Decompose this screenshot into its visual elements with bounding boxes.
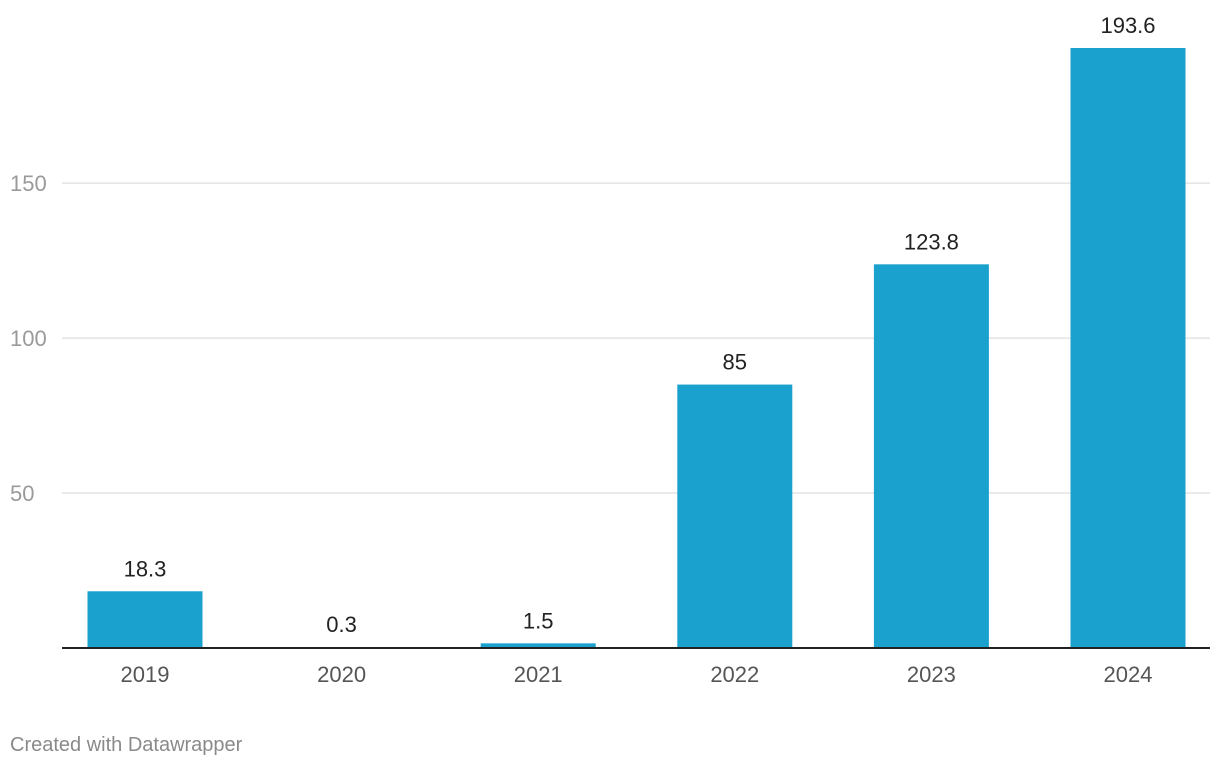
x-tick-label: 2021 xyxy=(514,662,563,687)
value-labels: 18.3 0.3 1.5 85 123.8 193.6 xyxy=(124,13,1156,637)
value-label: 85 xyxy=(723,350,747,375)
bar xyxy=(87,591,203,648)
x-tick-label: 2024 xyxy=(1104,662,1153,687)
bar xyxy=(480,643,596,648)
bar-chart: 50 100 150 18.3 0.3 1.5 85 123.8 193.6 2019 2020… xyxy=(10,13,1210,687)
value-label: 193.6 xyxy=(1100,13,1155,38)
x-tick-label: 2023 xyxy=(907,662,956,687)
value-label: 18.3 xyxy=(124,556,167,581)
y-tick-label: 150 xyxy=(10,171,47,196)
bar xyxy=(873,264,989,648)
bar xyxy=(1070,48,1186,648)
value-label: 123.8 xyxy=(904,229,959,254)
value-label: 1.5 xyxy=(523,608,554,633)
y-tick-label: 50 xyxy=(10,481,34,506)
bars xyxy=(87,48,1186,648)
x-tick-label: 2022 xyxy=(710,662,759,687)
y-tick-label: 100 xyxy=(10,326,47,351)
bar xyxy=(677,384,793,648)
value-label: 0.3 xyxy=(326,612,357,637)
gridlines: 50 100 150 xyxy=(10,171,1210,506)
x-tick-label: 2020 xyxy=(317,662,366,687)
datawrapper-credit: Created with Datawrapper xyxy=(10,734,243,756)
x-tick-label: 2019 xyxy=(121,662,170,687)
x-axis: 2019 2020 2021 2022 2023 2024 xyxy=(62,647,1210,687)
